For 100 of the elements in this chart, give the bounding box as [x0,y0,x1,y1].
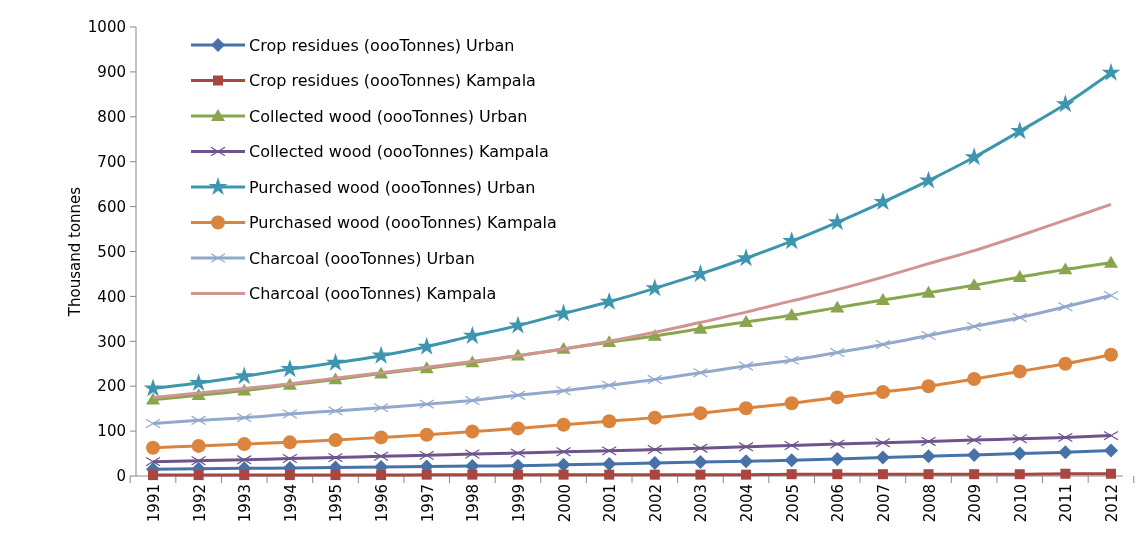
point [832,469,843,480]
point [146,392,160,405]
point [143,378,163,397]
legend-label: Crop residues (oooTonnes) Kampala [249,71,536,91]
point [556,457,571,472]
point [602,414,617,429]
point [558,469,569,480]
x-tick-label: 2003 [692,484,711,523]
y-tick-label: 200 [97,377,126,396]
point [510,421,525,436]
point [234,366,254,385]
point [512,469,523,480]
point [741,469,752,480]
point [693,406,708,421]
point [1104,347,1118,362]
x-tick-label: 2007 [874,484,893,523]
y-tick-label: 900 [97,63,126,82]
point [736,248,756,267]
point [1055,94,1075,113]
point [786,469,797,480]
point [371,345,391,364]
point [784,453,799,468]
point [419,427,434,442]
y-axis-title: Thousand tonnes [66,186,84,318]
x-tick-label: 2006 [829,484,848,523]
point [921,285,936,298]
x-tick-label: 1998 [464,484,483,523]
point [1010,121,1030,140]
point [964,147,984,166]
x-tick-label: 2009 [966,484,985,523]
point [1014,469,1025,480]
point [875,292,890,305]
x-tick-label: 1994 [281,484,300,523]
point [465,424,480,439]
x-tick-label: 1993 [236,484,255,523]
y-tick-label: 1000 [87,18,126,37]
y-tick-label: 700 [97,152,126,171]
point [376,470,387,481]
point [193,470,204,481]
point [693,455,708,470]
legend-label: Charcoal (oooTonnes) Kampala [249,284,497,304]
point [647,410,662,425]
point [556,417,571,432]
point [1012,364,1027,379]
point [919,170,938,189]
point [1058,445,1073,460]
point [191,438,206,453]
point [417,336,437,355]
point [602,456,617,471]
x-tick-label: 2001 [601,484,620,523]
point [921,449,936,464]
point [374,430,389,445]
y-tick-label: 300 [97,332,126,351]
x-tick-label: 2002 [646,484,665,523]
point [328,433,343,448]
x-tick-label: 2008 [920,484,939,523]
y-tick-label: 100 [97,422,126,441]
x-tick-label: 1997 [418,484,437,523]
point [695,469,706,480]
point [239,470,250,481]
point [1106,468,1116,479]
y-tick-label: 600 [97,197,126,216]
point [599,291,619,310]
x-tick-label: 2010 [1011,484,1030,523]
y-tick-label: 800 [97,108,126,127]
point [604,469,615,480]
point [1104,443,1118,458]
point [647,455,662,470]
point [1058,262,1073,275]
point [1012,270,1027,282]
legend-label: Crop residues (oooTonnes) Urban [249,35,515,55]
point [969,469,980,480]
legend-label: Charcoal (oooTonnes) Urban [249,248,475,268]
point [967,278,982,291]
x-tick-label: 1996 [373,484,392,523]
point [739,454,754,469]
point [237,437,252,452]
point [148,470,158,481]
point [875,385,890,400]
x-tick-label: 1991 [145,484,163,523]
point [1104,255,1118,268]
x-tick-label: 2005 [783,484,802,523]
point [875,450,890,465]
point [326,352,345,371]
point [330,470,341,481]
point [280,359,300,378]
point [784,396,799,411]
x-tick-label: 1999 [509,484,528,523]
point [146,440,160,455]
legend-label: Purchased wood (oooTonnes) Urban [249,177,536,197]
point [693,321,708,334]
point [508,315,528,334]
x-tick-label: 1995 [327,484,346,523]
point [830,451,845,466]
point [877,469,888,480]
point [645,278,665,297]
x-tick-label: 2000 [555,484,574,523]
point [1058,356,1073,371]
y-tick-label: 0 [116,467,126,486]
point [923,469,934,480]
